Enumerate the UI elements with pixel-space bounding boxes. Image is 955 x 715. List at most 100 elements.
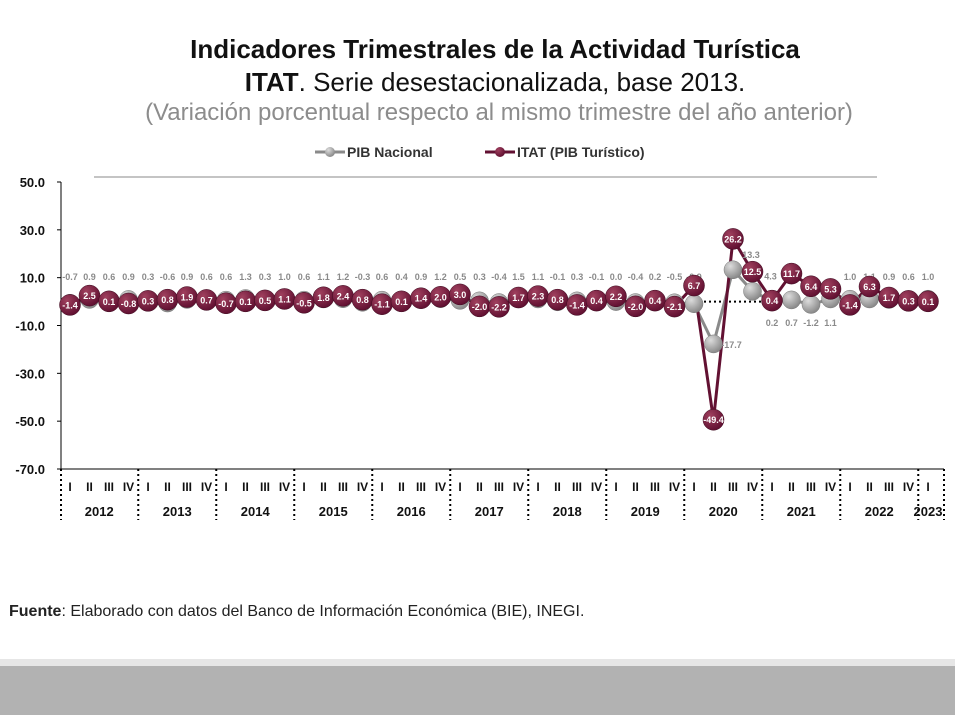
itat-data-label: 2.3	[532, 292, 545, 302]
chart-area: PIB Nacional ITAT (PIB Turístico) 50.0 30.0…	[15, 144, 945, 520]
x-quarter-label: IV	[513, 480, 524, 494]
x-quarter-label: III	[104, 480, 114, 494]
x-quarter-label: IV	[825, 480, 836, 494]
x-year-label: 2012	[85, 504, 114, 519]
itat-data-label: 6.4	[805, 282, 818, 292]
source-text: : Elaborado con datos del Banco de Infor…	[61, 603, 585, 620]
pib-data-label: 13.3	[742, 250, 760, 260]
x-quarter-label: II	[632, 480, 639, 494]
pib-data-label: 0.2	[649, 272, 662, 282]
pib-data-label: 0.9	[883, 272, 896, 282]
x-quarter-label: II	[242, 480, 249, 494]
pib-point	[704, 334, 723, 354]
subtitle-rest: . Serie desestacionalizada, base 2013.	[298, 67, 746, 97]
itat-data-label: 2.2	[610, 292, 623, 302]
x-quarter-label: III	[806, 480, 816, 494]
itat-data-label: 12.5	[744, 267, 762, 277]
pib-data-label: -0.7	[62, 272, 78, 282]
itat-data-label: 3.0	[454, 290, 467, 300]
itat-data-label: 1.9	[181, 293, 194, 303]
y-tick-label: 10.0	[20, 271, 45, 286]
itat-data-label: 1.7	[512, 293, 525, 303]
x-quarter-label: IV	[669, 480, 680, 494]
x-quarter-label: IV	[435, 480, 446, 494]
pib-data-label: 1.2	[337, 272, 350, 282]
x-quarter-label: I	[302, 480, 305, 494]
x-quarter-label: II	[164, 480, 171, 494]
x-quarter-label: I	[848, 480, 851, 494]
pib-data-label: 1.0	[844, 272, 857, 282]
itat-data-label: 11.7	[783, 269, 800, 279]
itat-data-label: 1.1	[278, 294, 291, 304]
x-quarter-label: III	[572, 480, 582, 494]
pib-data-label: 1.1	[317, 272, 330, 282]
pib-data-label: 0.3	[571, 272, 584, 282]
subtitle-bold: ITAT	[244, 67, 299, 97]
x-quarter-label: II	[554, 480, 561, 494]
x-quarter-label: IV	[201, 480, 212, 494]
x-year-label: 2021	[787, 504, 816, 519]
pib-data-label: -0.3	[355, 272, 371, 282]
itat-data-label: 1.8	[317, 293, 330, 303]
itat-data-label: -2.0	[472, 302, 488, 312]
chart-caption: (Variación porcentual respecto al mismo …	[145, 99, 853, 126]
itat-data-label: 0.4	[766, 296, 779, 306]
itat-data-label: 2.0	[434, 292, 447, 302]
legend-pib-label: PIB Nacional	[347, 144, 433, 160]
pib-data-label: -0.6	[160, 272, 176, 282]
x-year-label: 2016	[397, 504, 426, 519]
footer-band-dark	[0, 666, 955, 715]
pib-data-label: 0.3	[259, 272, 272, 282]
x-year-label: 2013	[163, 504, 192, 519]
itat-data-label: 0.1	[103, 297, 116, 307]
pib-data-label: 0.9	[181, 272, 194, 282]
x-quarter-label: I	[458, 480, 461, 494]
x-quarter-label: I	[146, 480, 149, 494]
x-year-label: 2014	[241, 504, 271, 519]
pib-data-label: -1.2	[803, 318, 819, 328]
x-quarter-label: III	[884, 480, 894, 494]
pib-data-label: -0.4	[491, 272, 507, 282]
itat-data-label: 0.5	[259, 296, 272, 306]
pib-data-label: 1.0	[922, 272, 935, 282]
itat-point	[488, 296, 510, 318]
y-tick-label: -30.0	[15, 366, 45, 381]
itat-data-label: 0.4	[649, 296, 662, 306]
x-quarter-label: II	[86, 480, 93, 494]
x-quarter-label: I	[926, 480, 929, 494]
itat-point	[683, 274, 705, 297]
pib-point	[801, 295, 821, 314]
x-quarter-label: I	[770, 480, 773, 494]
itat-data-label: -1.1	[374, 300, 390, 310]
x-quarter-label: I	[536, 480, 539, 494]
itat-data-label: 0.3	[142, 296, 155, 306]
x-year-label: 2018	[553, 504, 582, 519]
itat-point	[663, 295, 686, 318]
x-quarter-label: II	[788, 480, 795, 494]
x-quarter-label: III	[338, 480, 348, 494]
y-tick-label: 50.0	[20, 175, 45, 190]
itat-data-label: 0.1	[239, 297, 252, 307]
itat-point	[858, 275, 881, 298]
pib-data-label: 0.9	[415, 272, 428, 282]
pib-data-label: 0.3	[473, 272, 486, 282]
x-quarter-label: III	[728, 480, 738, 494]
footer-band-light	[0, 659, 955, 666]
x-quarter-label: I	[68, 480, 71, 494]
pib-data-label: 0.6	[376, 272, 389, 282]
series-line-itat	[69, 234, 929, 420]
itat-data-label: -49.4	[703, 415, 724, 425]
itat-point	[605, 285, 627, 308]
itat-point	[722, 228, 744, 250]
x-quarter-label: I	[692, 480, 695, 494]
pib-data-label: 1.0	[278, 272, 291, 282]
itat-point	[702, 408, 725, 431]
pib-data-label: 0.6	[220, 272, 233, 282]
chart-title: Indicadores Trimestrales de la Actividad…	[190, 34, 800, 64]
itat-data-label: 2.4	[337, 291, 350, 301]
pib-data-label: -0.4	[628, 272, 644, 282]
pib-data-label: 0.6	[902, 272, 915, 282]
itat-data-label: 5.3	[824, 284, 837, 294]
pib-data-label: 0.0	[610, 272, 623, 282]
pib-data-label: -0.1	[550, 272, 566, 282]
